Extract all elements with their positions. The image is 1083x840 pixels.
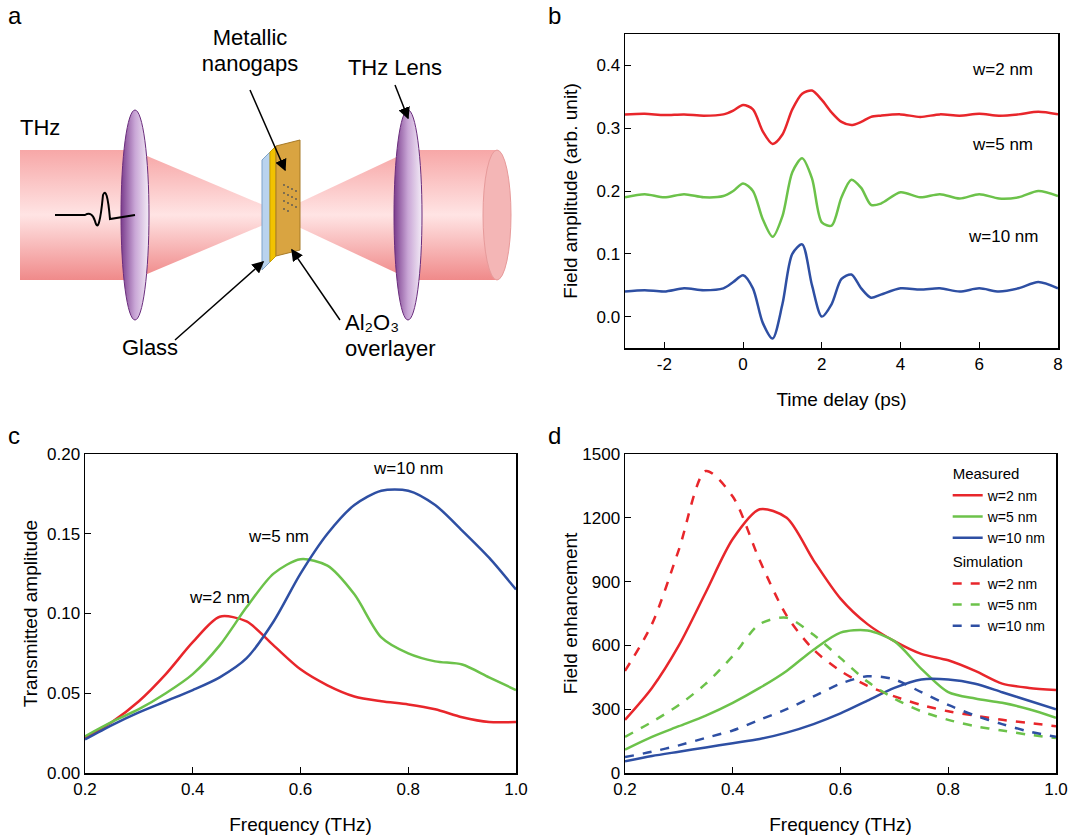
svg-text:w=10 nm: w=10 nm [987, 618, 1045, 634]
svg-text:Glass: Glass [122, 335, 178, 360]
svg-text:w=2 nm: w=2 nm [972, 60, 1033, 79]
svg-text:w=5 nm: w=5 nm [987, 597, 1037, 613]
svg-text:Al₂O₃overlayer: Al₂O₃overlayer [345, 310, 435, 361]
svg-text:0.05: 0.05 [47, 684, 80, 703]
svg-text:Frequency (THz): Frequency (THz) [229, 814, 372, 835]
svg-text:0.0: 0.0 [596, 308, 620, 327]
svg-text:0.2: 0.2 [73, 780, 97, 799]
svg-text:0.4: 0.4 [721, 780, 745, 799]
svg-text:w=2 nm: w=2 nm [987, 488, 1037, 504]
svg-text:0.2: 0.2 [613, 780, 637, 799]
svg-text:0.4: 0.4 [596, 56, 620, 75]
svg-text:0.15: 0.15 [47, 525, 80, 544]
svg-text:6: 6 [975, 355, 984, 374]
svg-text:900: 900 [592, 573, 620, 592]
svg-text:Field amplitude (arb. unit): Field amplitude (arb. unit) [560, 83, 581, 298]
html-text:a: a [8, 2, 22, 29]
svg-text:0.4: 0.4 [181, 780, 205, 799]
svg-text:0.3: 0.3 [596, 119, 620, 138]
svg-text:300: 300 [592, 700, 620, 719]
svg-text:1.0: 1.0 [504, 780, 528, 799]
svg-text:0.6: 0.6 [289, 780, 313, 799]
svg-text:w=10 nm: w=10 nm [373, 459, 443, 478]
svg-text:Time delay (ps): Time delay (ps) [776, 389, 906, 410]
svg-text:0.00: 0.00 [47, 764, 80, 783]
svg-text:w=5 nm: w=5 nm [972, 135, 1033, 154]
svg-text:4: 4 [896, 355, 905, 374]
svg-text:1500: 1500 [582, 445, 620, 464]
svg-text:2: 2 [817, 355, 826, 374]
html-text:b: b [548, 2, 562, 29]
html-text:c: c [8, 422, 20, 449]
svg-text:w=2 nm: w=2 nm [987, 576, 1037, 592]
svg-text:THz: THz [20, 115, 60, 140]
svg-text:w=5 nm: w=5 nm [987, 509, 1037, 525]
svg-text:600: 600 [592, 636, 620, 655]
svg-text:w=5 nm: w=5 nm [248, 527, 309, 546]
svg-text:-2: -2 [657, 355, 672, 374]
svg-text:0.20: 0.20 [47, 445, 80, 464]
svg-text:Simulation: Simulation [953, 553, 1023, 570]
svg-text:8: 8 [1053, 355, 1062, 374]
svg-text:0.10: 0.10 [47, 604, 80, 623]
svg-text:Transmitted amplitude: Transmitted amplitude [20, 520, 41, 707]
svg-text:0: 0 [611, 764, 620, 783]
svg-text:w=2 nm: w=2 nm [189, 588, 250, 607]
svg-text:0.8: 0.8 [396, 780, 420, 799]
svg-text:Field enhancement: Field enhancement [560, 532, 581, 694]
svg-text:Metallicnanogaps: Metallicnanogaps [202, 25, 299, 76]
svg-text:1.0: 1.0 [1044, 780, 1068, 799]
svg-text:Frequency (THz): Frequency (THz) [769, 814, 912, 835]
svg-text:w=10 nm: w=10 nm [968, 227, 1038, 246]
svg-text:THz Lens: THz Lens [348, 55, 442, 80]
svg-text:0.2: 0.2 [596, 182, 620, 201]
svg-text:1200: 1200 [582, 509, 620, 528]
svg-text:0.1: 0.1 [596, 245, 620, 264]
svg-text:w=10 nm: w=10 nm [987, 530, 1045, 546]
svg-text:0.8: 0.8 [936, 780, 960, 799]
svg-text:0.6: 0.6 [829, 780, 853, 799]
html-text:d: d [548, 422, 562, 449]
svg-text:0: 0 [738, 355, 747, 374]
svg-text:Measured: Measured [953, 465, 1020, 482]
